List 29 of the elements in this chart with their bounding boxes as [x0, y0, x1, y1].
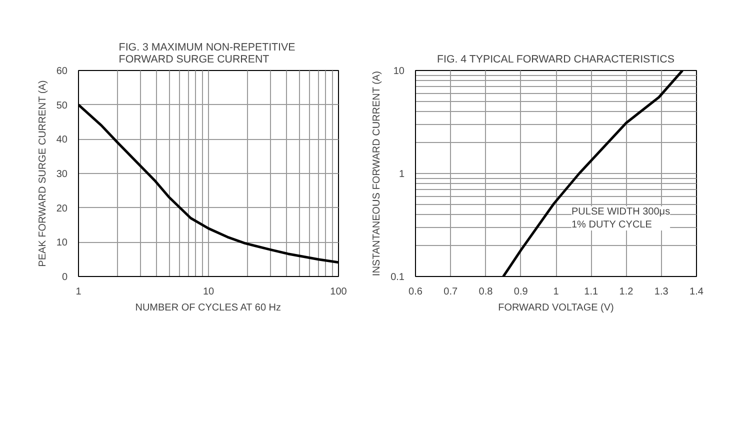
chart-title: FIG. 4 TYPICAL FORWARD CHARACTERISTICS	[436, 54, 674, 66]
y-tick-label: 0	[62, 272, 68, 283]
annotation: PULSE WIDTH 300μs 1% DUTY CYCLE	[572, 206, 670, 230]
x-tick-label: 0.7	[444, 286, 458, 298]
chart-title: FIG. 3 MAXIMUM NON-REPETITIVE FORWARD SURGE CURRENT	[118, 42, 296, 66]
y-axis-title: INSTANTANEOUS FORWARD CURRENT (A)	[372, 71, 383, 276]
y-tick-label: 60	[56, 66, 68, 77]
x-tick-label: 1.3	[654, 286, 669, 298]
y-tick-label: 10	[56, 238, 68, 249]
y-axis-title: PEAK FORWARD SURGE CURRENT (A)	[37, 80, 48, 267]
x-axis-title: NUMBER OF CYCLES AT 60 Hz	[135, 302, 282, 314]
x-tick-label: 10	[202, 286, 214, 298]
x-tick-label: 0.8	[478, 286, 494, 298]
x-tick-label: 0.9	[514, 286, 528, 298]
x-axis-title: FORWARD VOLTAGE (V)	[498, 302, 614, 314]
y-tick-label: 40	[56, 134, 68, 146]
x-tick-label: 1.4	[690, 286, 704, 298]
y-tick-label: 30	[56, 169, 68, 180]
x-tick-label: 0.6	[408, 286, 423, 298]
y-tick-label: 50	[56, 100, 68, 112]
x-tick-label: 1.1	[584, 286, 599, 298]
x-tick-label: 1	[553, 286, 560, 298]
x-tick-label: 100	[330, 286, 348, 298]
y-tick-label: 10	[393, 66, 405, 77]
y-tick-label: 0.1	[390, 272, 405, 283]
x-tick-label: 1.2	[619, 286, 634, 298]
y-tick-label: 1	[398, 169, 405, 180]
x-tick-label: 1	[76, 286, 82, 298]
y-tick-label: 20	[56, 203, 68, 214]
